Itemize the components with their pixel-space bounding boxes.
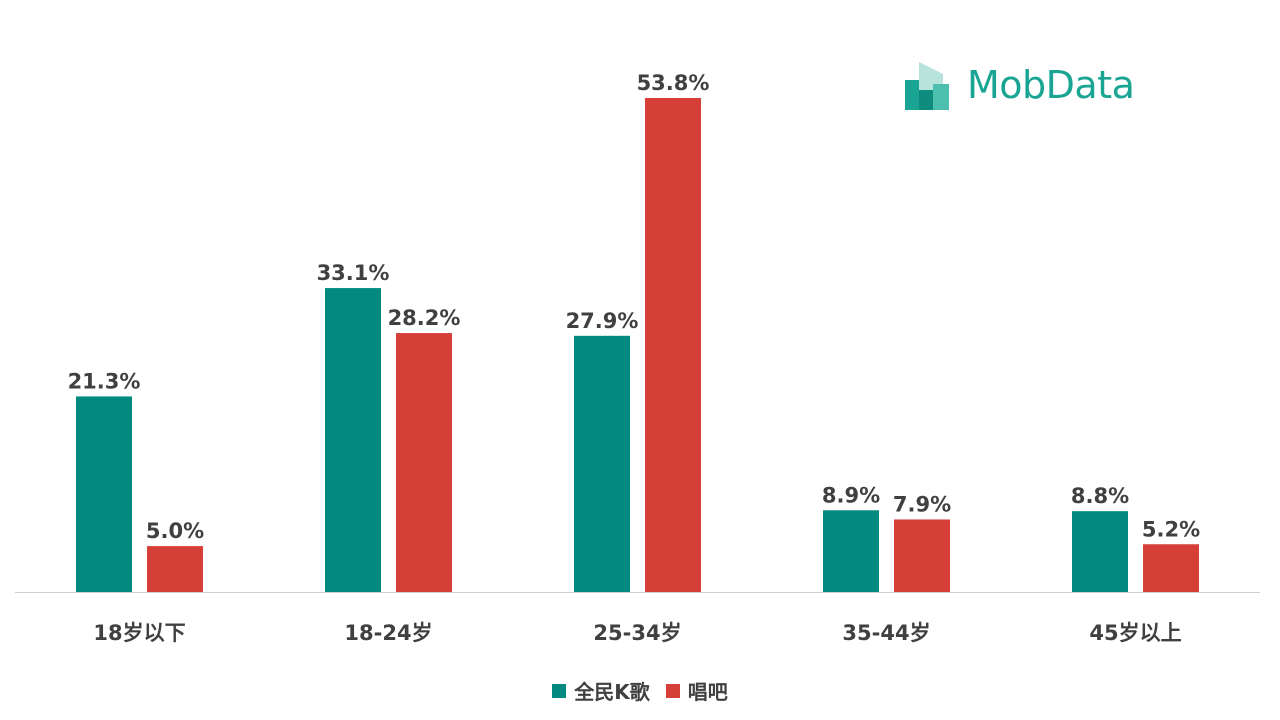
legend-item-series-1: 全民K歌 <box>552 676 650 705</box>
bar-series-2-3 <box>894 519 950 592</box>
bar-series-2-4 <box>1143 544 1199 592</box>
data-label-series-2-2: 53.8% <box>637 71 710 95</box>
bar-series-1-3 <box>823 510 879 592</box>
chart-legend: 全民K歌 唱吧 <box>0 676 1280 705</box>
legend-item-series-2: 唱吧 <box>665 676 728 705</box>
legend-label-series-1: 全民K歌 <box>574 680 650 704</box>
x-tick-label-1: 18-24岁 <box>344 621 432 645</box>
bar-series-1-2 <box>574 335 630 592</box>
bar-series-1-1 <box>325 288 381 592</box>
legend-swatch-series-2 <box>665 683 680 698</box>
x-tick-label-4: 45岁以上 <box>1089 621 1181 645</box>
bar-series-2-1 <box>396 333 452 592</box>
x-tick-label-0: 18岁以下 <box>93 621 185 645</box>
data-label-series-1-3: 8.9% <box>822 483 880 507</box>
logo-text: MobData <box>967 63 1135 107</box>
brand-logo: MobData <box>903 60 1135 110</box>
data-label-series-2-4: 5.2% <box>1142 517 1200 541</box>
data-label-series-1-0: 21.3% <box>68 369 141 393</box>
x-tick-label-2: 25-34岁 <box>593 621 681 645</box>
bar-series-1-4 <box>1072 511 1128 592</box>
x-tick-label-3: 35-44岁 <box>842 621 930 645</box>
legend-swatch-series-1 <box>552 683 567 698</box>
data-label-series-2-1: 28.2% <box>388 306 461 330</box>
data-label-series-2-3: 7.9% <box>893 492 951 516</box>
data-label-series-1-1: 33.1% <box>317 261 390 285</box>
mobdata-logo-icon <box>905 62 949 110</box>
bar-series-2-0 <box>147 546 203 592</box>
legend-label-series-2: 唱吧 <box>687 680 728 704</box>
bar-series-2-2 <box>645 98 701 592</box>
data-label-series-1-2: 27.9% <box>566 309 639 333</box>
data-label-series-1-4: 8.8% <box>1071 484 1129 508</box>
bar-series-1-0 <box>76 396 132 592</box>
data-label-series-2-0: 5.0% <box>146 519 204 543</box>
